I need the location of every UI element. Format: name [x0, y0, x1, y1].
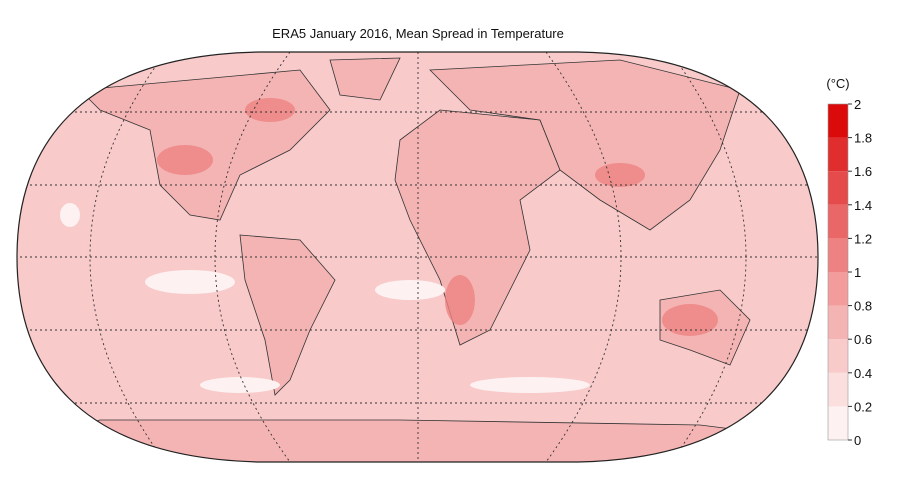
colorbar-unit: (°C): [826, 76, 849, 91]
colorbar-tick-label: 1: [854, 265, 861, 280]
colorbar-tick-label: 2: [854, 97, 861, 112]
colorbar-tick-label: 0.4: [854, 366, 872, 381]
colorbar-tick-label: 1.4: [854, 198, 872, 213]
colorbar-segment: [828, 339, 848, 373]
colorbar-segment: [828, 204, 848, 239]
landmasses: [19, 57, 818, 462]
map-area: [17, 52, 818, 462]
map-outline: [16, 51, 819, 463]
colorbar-tick-label: 1.6: [854, 164, 872, 179]
colorbar-tick-label: 0.6: [854, 332, 872, 347]
colorbar-tick-label: 0.8: [854, 299, 872, 314]
colorbar-tick-label: 0: [854, 433, 861, 448]
graticule: [17, 52, 818, 462]
colorbar: 0 0.2 0.4 0.6 0.8 1 1.2 1.4 1.6 1.8 2: [827, 97, 872, 448]
colorbar-segment: [828, 104, 848, 138]
colorbar-tick-label: 1.2: [854, 231, 872, 246]
colorbar-segment: [828, 372, 848, 407]
colorbar-segment: [828, 305, 848, 340]
colorbar-segment: [828, 406, 848, 440]
high-spread-areas: [157, 98, 718, 336]
colorbar-tick-label: 1.8: [854, 131, 872, 146]
colorbar-segment: [828, 238, 848, 272]
colorbar-segment: [828, 171, 848, 205]
low-spread-areas: [60, 203, 590, 393]
colorbar-segment: [828, 137, 848, 172]
colorbar-segment: [828, 272, 848, 306]
colorbar-tick-label: 0.2: [854, 399, 872, 414]
map-title: ERA5 January 2016, Mean Spread in Temper…: [272, 26, 564, 41]
